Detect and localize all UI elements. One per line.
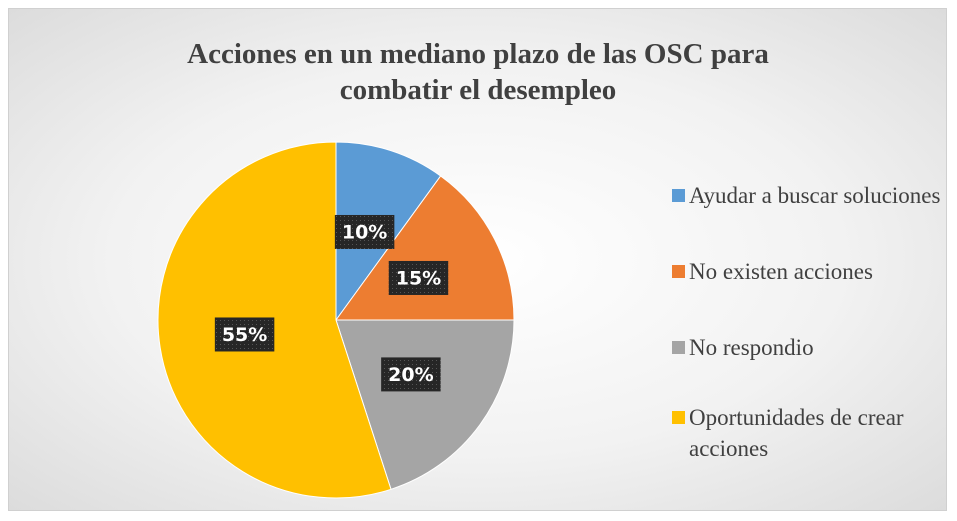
legend-label: No respondio bbox=[689, 335, 814, 360]
data-label-text: 15% bbox=[396, 267, 441, 289]
pie-slice bbox=[157, 141, 392, 499]
legend-item: Oportunidades de crear acciones bbox=[672, 402, 952, 464]
legend-label: No existen acciones bbox=[689, 259, 873, 284]
legend-item: No respondio bbox=[672, 332, 952, 363]
data-label-box bbox=[334, 214, 395, 249]
data-label: 10% bbox=[334, 214, 395, 249]
data-label: 20% bbox=[381, 357, 441, 392]
data-label-box bbox=[214, 317, 275, 352]
legend-label: Oportunidades de crear acciones bbox=[689, 405, 904, 461]
legend-item: No existen acciones bbox=[672, 256, 952, 287]
data-label-text: 55% bbox=[222, 324, 267, 346]
pie-slice bbox=[335, 175, 515, 321]
data-label-text: 10% bbox=[342, 221, 387, 243]
legend-swatch bbox=[672, 189, 685, 202]
data-label: 55% bbox=[214, 317, 275, 352]
chart-title: Acciones en un mediano plazo de las OSC … bbox=[187, 38, 769, 106]
legend-swatch bbox=[672, 265, 685, 278]
legend-label: Ayudar a buscar soluciones bbox=[689, 183, 941, 208]
legend-swatch bbox=[672, 341, 685, 354]
data-label-box bbox=[381, 357, 441, 392]
data-label: 15% bbox=[388, 260, 449, 295]
legend-swatch bbox=[672, 411, 685, 424]
data-label-text: 20% bbox=[388, 364, 433, 386]
pie-slice bbox=[335, 319, 515, 490]
legend-item: Ayudar a buscar soluciones bbox=[672, 180, 952, 211]
data-label-box bbox=[388, 260, 449, 295]
